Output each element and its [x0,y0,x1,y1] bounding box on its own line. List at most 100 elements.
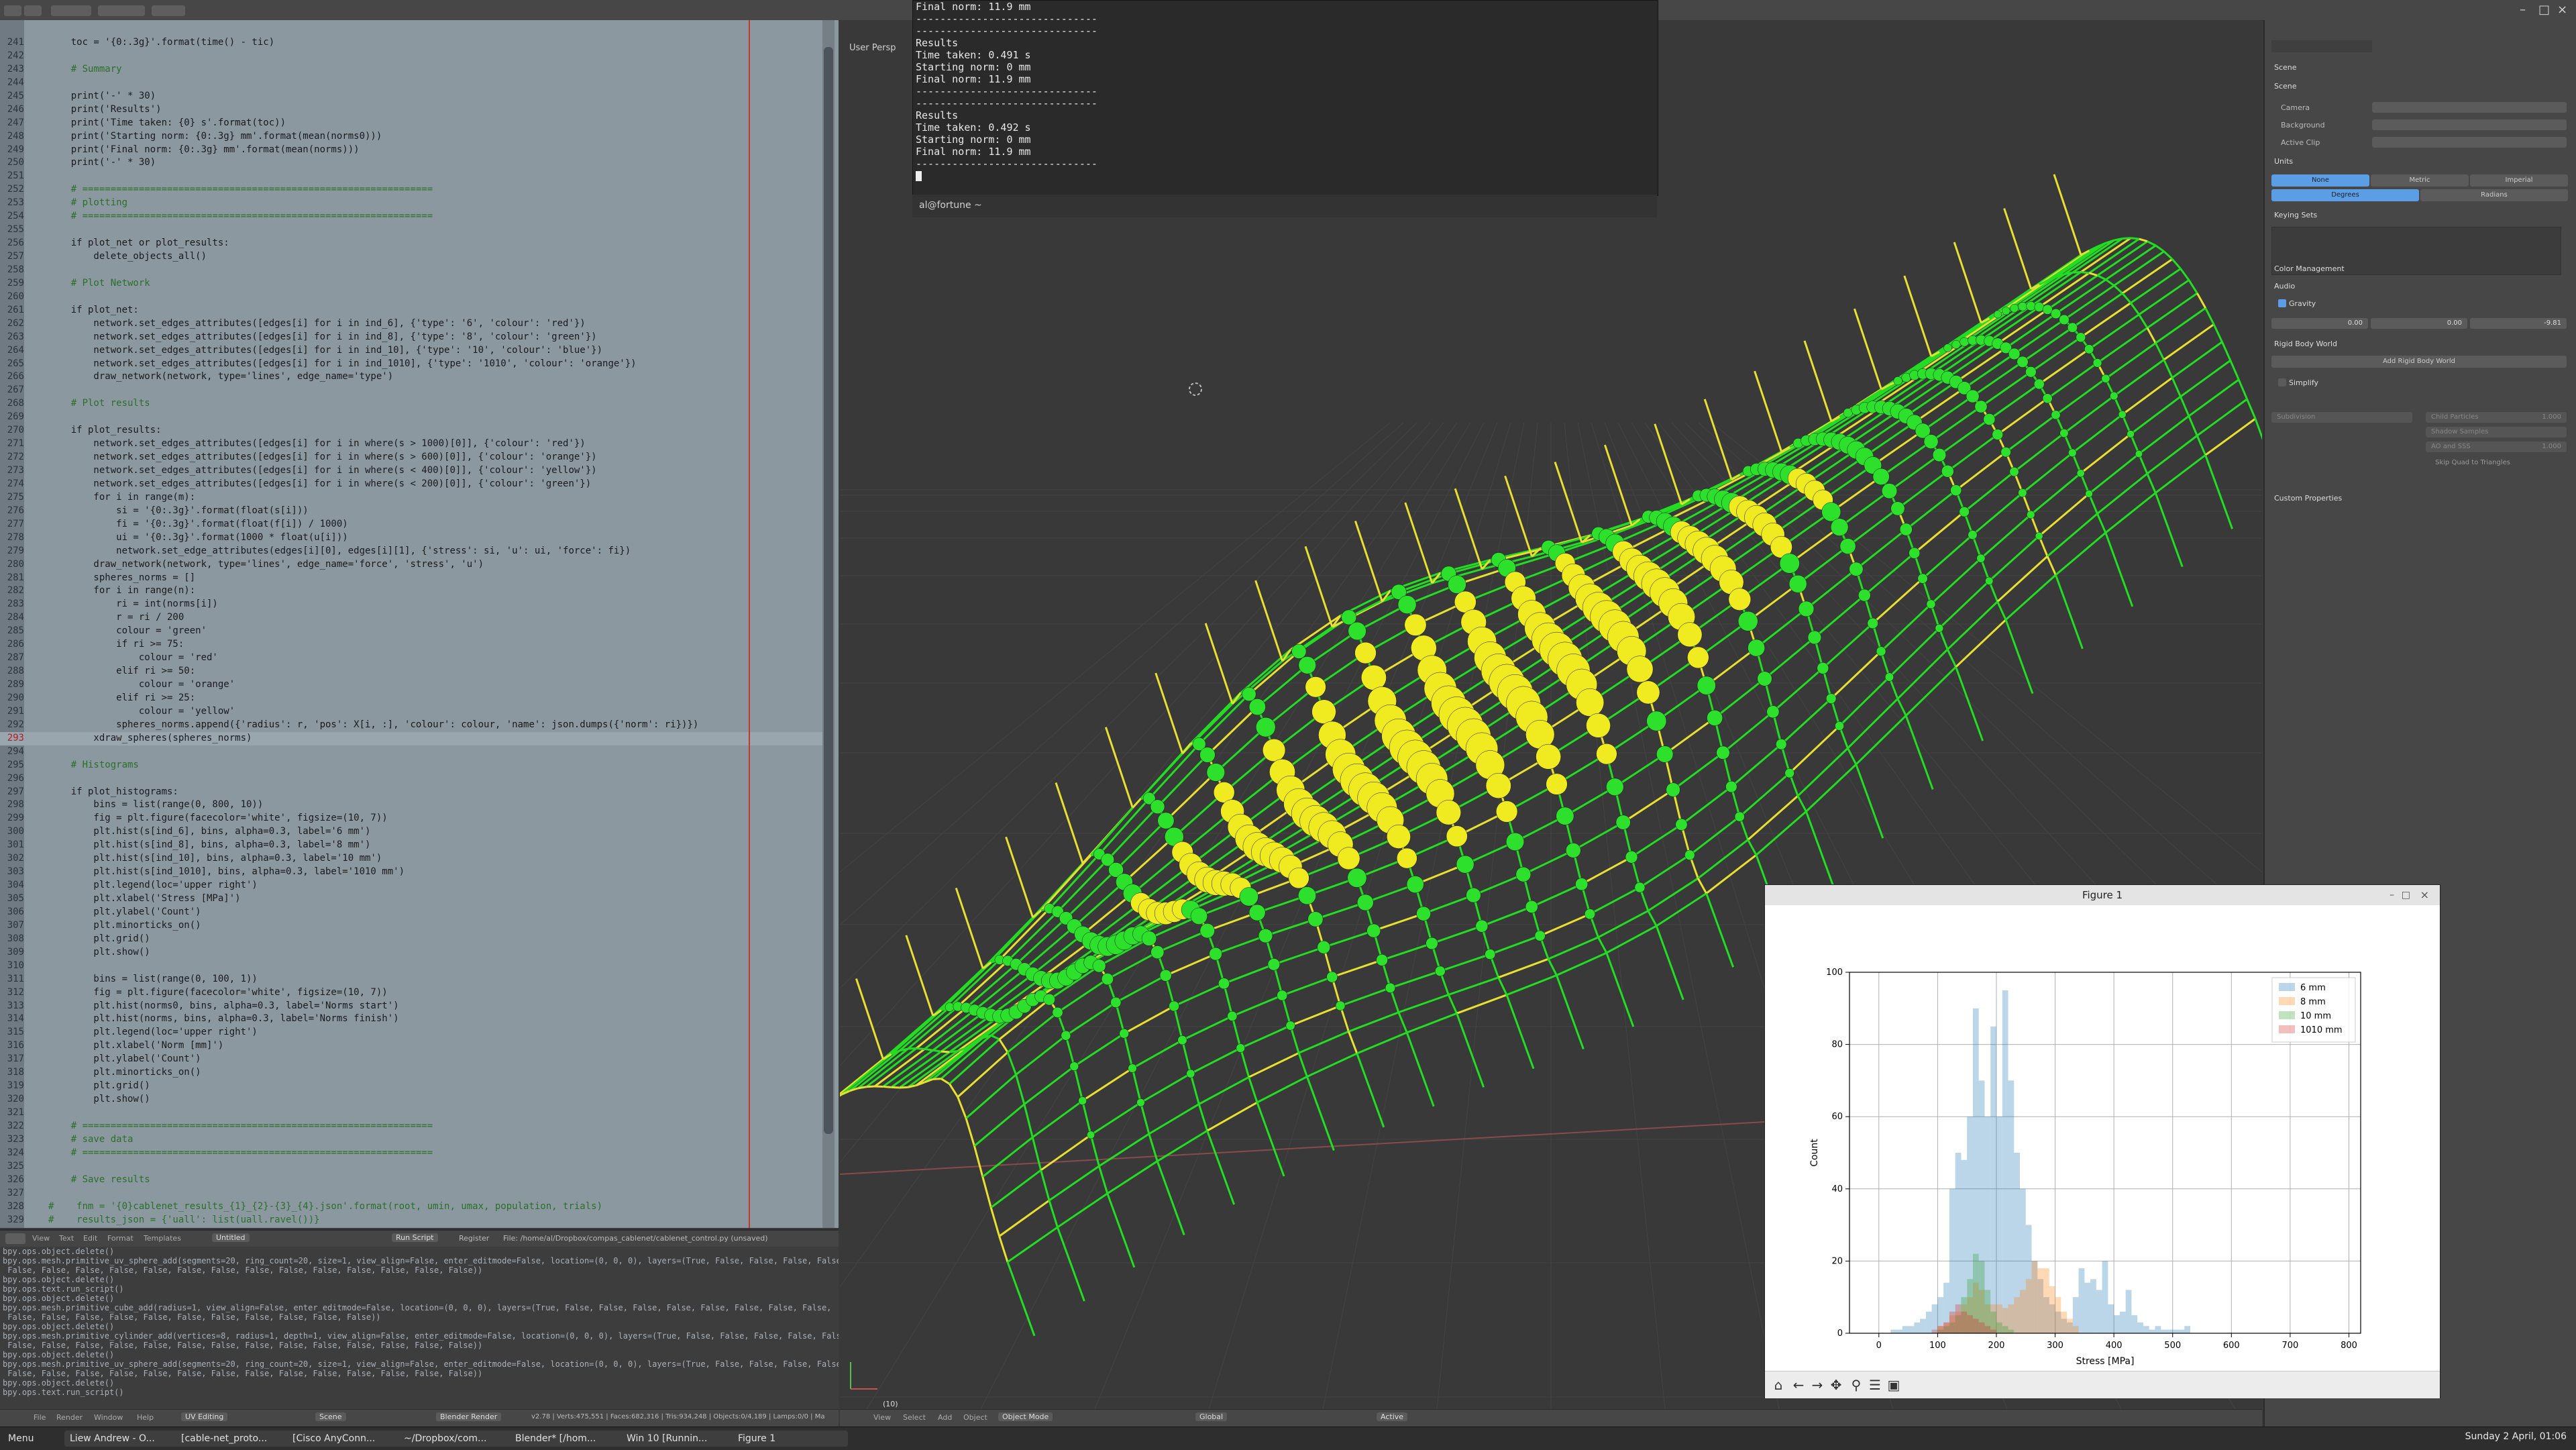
code-line[interactable]: 280 draw_network(network, type='lines', … [0,558,832,572]
code-line[interactable]: 281 spheres_norms = [] [0,572,832,585]
code-line[interactable]: 328# fnm = '{0}cablenet_results_{1}_{2}-… [0,1200,832,1214]
gravity-z-field[interactable]: -9.81 [2470,318,2567,329]
task-item-blender[interactable]: Blender* [/hom... [510,1431,625,1447]
gravity-checkbox[interactable] [2278,299,2286,307]
code-line[interactable]: 261 if plot_net: [0,304,832,317]
menu-window[interactable]: Window [94,1413,123,1422]
code-line[interactable]: 288 elif ri >= 50: [0,665,832,678]
menu-text[interactable]: Text [59,1234,74,1243]
code-line[interactable]: 271 network.set_edges_attributes([edges[… [0,437,832,451]
code-line[interactable]: 242 [0,50,832,63]
transform-orientation[interactable]: Global [1195,1412,1227,1421]
subdivision-field[interactable]: Subdivision [2271,412,2412,423]
code-line[interactable]: 318 plt.minorticks_on() [0,1066,832,1080]
code-line[interactable]: 325 [0,1160,832,1174]
code-line[interactable]: 320 plt.show() [0,1093,832,1106]
code-line[interactable]: 246 print('Results') [0,103,832,117]
code-line[interactable]: 298 bins = list(range(0, 800, 10)) [0,798,832,812]
menu-format[interactable]: Format [107,1234,133,1243]
code-line[interactable]: 285 colour = 'green' [0,625,832,638]
render-engine-selector[interactable]: Blender Render [436,1412,501,1421]
task-item-figure[interactable]: Figure 1 [733,1431,848,1447]
task-item-mail[interactable]: Liew Andrew - O... [64,1431,180,1447]
units-none-button[interactable]: None [2271,174,2369,187]
code-line[interactable]: 296 [0,772,832,786]
code-line[interactable]: 289 colour = 'orange' [0,678,832,692]
register-checkbox[interactable]: Register [459,1234,489,1243]
code-line[interactable]: 294 [0,745,832,759]
terminal-tab[interactable]: al@fortune ~ [919,200,982,211]
code-line[interactable]: 259 # Plot Network [0,277,832,291]
task-item-cisco[interactable]: [Cisco AnyConn... [287,1431,402,1447]
code-line[interactable]: 312 fig = plt.figure(facecolor='white', … [0,986,832,1000]
code-line[interactable]: 316 plt.xlabel('Norm [mm]') [0,1039,832,1053]
simplify-checkbox[interactable] [2278,378,2286,386]
text-editor[interactable]: 241 toc = '{0:.3g}'.format(time() - tic)… [0,20,839,1228]
scene-selector[interactable]: Scene [315,1412,346,1421]
pan-icon[interactable]: ✥ [1828,1377,1844,1393]
menu-add[interactable]: Add [938,1413,952,1422]
pivot-selector[interactable]: Active [1377,1412,1407,1421]
code-line[interactable]: 313 plt.hist(norms0, bins, alpha=0.3, la… [0,1000,832,1013]
code-line[interactable]: 253 # plotting [0,197,832,210]
code-line[interactable]: 250 print('-' * 30) [0,156,832,170]
text-block-selector[interactable] [98,5,145,16]
section-custom-properties[interactable]: Custom Properties [2274,494,2342,503]
configure-subplots-icon[interactable]: ☰ [1867,1377,1883,1393]
menu-object[interactable]: Object [963,1413,987,1422]
code-line[interactable]: 274 network.set_edges_attributes([edges[… [0,478,832,491]
code-line[interactable]: 248 print('Starting norm: {0:.3g} mm'.fo… [0,130,832,144]
mode-selector[interactable]: Object Mode [998,1412,1053,1421]
section-audio[interactable]: Audio [2274,282,2295,291]
add-rigid-body-world-button[interactable]: Add Rigid Body World [2271,356,2567,368]
code-line[interactable]: 265 network.set_edges_attributes([edges[… [0,358,832,371]
section-keying-sets[interactable]: Keying Sets [2274,211,2317,219]
forward-icon[interactable]: → [1809,1377,1825,1393]
task-item-win10[interactable]: Win 10 [Runnin... [621,1431,737,1447]
code-line[interactable]: 287 colour = 'red' [0,652,832,665]
save-icon[interactable]: ▣ [1886,1377,1902,1393]
code-line[interactable]: 295 # Histograms [0,759,832,772]
run-script-button[interactable]: Run Script [392,1233,438,1242]
code-line[interactable]: 305 plt.xlabel('Stress [MPa]') [0,892,832,906]
code-line[interactable]: 267 [0,384,832,397]
layout-selector[interactable]: UV Editing [181,1412,227,1421]
task-item-dropbox[interactable]: ~/Dropbox/com... [398,1431,514,1447]
tab-scene[interactable]: Scene [2274,63,2297,72]
code-line[interactable]: 286 if ri >= 75: [0,638,832,652]
zoom-icon[interactable]: ⚲ [1848,1377,1864,1393]
figure-minimize-icon[interactable]: – [2390,885,2394,905]
code-line[interactable]: 254 # ==================================… [0,210,832,223]
code-line[interactable]: 314 plt.hist(norms, bins, alpha=0.3, lab… [0,1013,832,1026]
menu-edit[interactable]: Edit [83,1234,97,1243]
menu-templates[interactable]: Templates [144,1234,181,1243]
rotation-radians-button[interactable]: Radians [2420,189,2568,201]
code-line[interactable]: 269 [0,411,832,424]
code-line[interactable]: 278 ui = '{0:.3g}'.format(1000 * float(u… [0,531,832,545]
skip-quad-checkbox[interactable]: Skip Quad to Triangles [2435,459,2510,466]
editor-scrollbar-thumb[interactable] [824,47,833,1134]
code-line[interactable]: 303 plt.hist(s[ind_1010], bins, alpha=0.… [0,866,832,879]
units-imperial-button[interactable]: Imperial [2470,174,2568,187]
code-line[interactable]: 329# results_json = {'uall': list(uall.r… [0,1214,832,1227]
code-line[interactable]: 279 network.set_edge_attributes(edges[i]… [0,545,832,558]
section-units[interactable]: Units [2274,157,2293,166]
code-line[interactable]: 266 draw_network(network, type='lines', … [0,370,832,384]
code-line[interactable]: 257 delete_objects_all() [0,250,832,264]
code-line[interactable]: 264 network.set_edges_attributes([edges[… [0,344,832,358]
code-line[interactable]: 309 plt.show() [0,946,832,960]
gravity-y-field[interactable]: 0.00 [2371,318,2467,329]
code-line[interactable]: 319 plt.grid() [0,1080,832,1093]
code-line[interactable]: 277 fi = '{0:.3g}'.format(float(f[i]) / … [0,518,832,531]
code-line[interactable]: 262 network.set_edges_attributes([edges[… [0,317,832,331]
code-area[interactable]: 241 toc = '{0:.3g}'.format(time() - tic)… [0,36,832,1228]
code-line[interactable]: 268 # Plot results [0,397,832,411]
code-line[interactable]: 300 plt.hist(s[ind_6], bins, alpha=0.3, … [0,825,832,839]
task-item-proto[interactable]: [cable-net_proto... [176,1431,291,1447]
shadow-samples-field[interactable]: Shadow Samples [2426,427,2567,437]
code-line[interactable]: 243 # Summary [0,63,832,76]
close-icon[interactable]: × [2557,3,2567,17]
background-field[interactable] [2372,119,2567,130]
code-line[interactable]: 311 bins = list(range(0, 100, 1)) [0,973,832,986]
